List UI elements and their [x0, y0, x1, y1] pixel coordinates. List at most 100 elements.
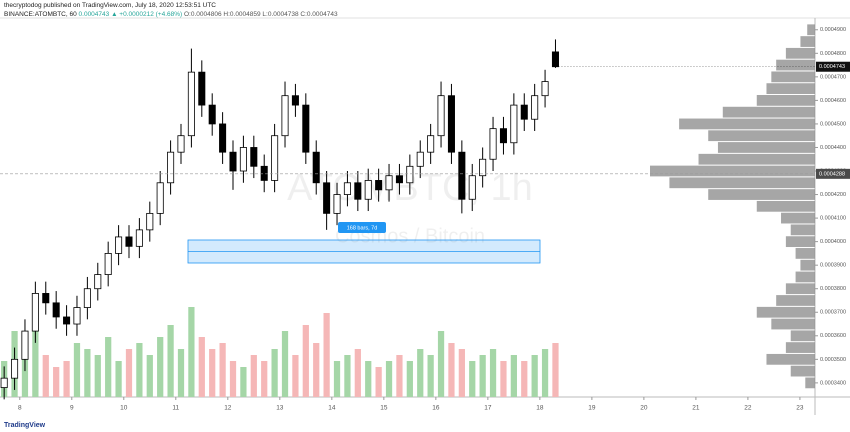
volume-bar	[240, 367, 247, 397]
y-tick-label: 0.0004700	[820, 74, 846, 80]
y-tick-label: 0.0003900	[820, 263, 846, 269]
profile-bar	[717, 142, 815, 153]
volume-bar	[21, 349, 29, 397]
volume-bar	[84, 349, 91, 397]
author-line: thecryptodog published on TradingView.co…	[4, 2, 216, 9]
volume-bar	[354, 349, 361, 397]
candle-body	[395, 175, 403, 184]
volume-bar	[94, 355, 101, 397]
volume-bar	[313, 343, 320, 397]
profile-bar	[650, 165, 815, 177]
volume-bar	[198, 337, 205, 397]
volume-bar	[53, 367, 60, 397]
y-tick-label: 0.0003500	[820, 357, 846, 363]
y-tick-label: 0.0004400	[820, 145, 846, 151]
candle-body	[312, 151, 320, 184]
x-tick-label: 21	[692, 405, 700, 412]
header: thecryptodog published on TradingView.co…	[4, 1, 338, 19]
candle-body	[468, 175, 476, 200]
profile-bar	[800, 259, 815, 271]
profile-bar	[766, 353, 815, 365]
candle-body	[416, 151, 424, 167]
candle-body	[229, 151, 237, 172]
candle-body	[385, 175, 393, 191]
volume-bar	[63, 361, 70, 397]
x-tick-label: 20	[640, 405, 648, 412]
candle-body	[281, 95, 289, 137]
volume-bar	[479, 355, 486, 397]
candle-body	[520, 104, 528, 120]
candle-body	[115, 236, 123, 254]
candle-body	[104, 253, 112, 275]
candle-body	[31, 293, 39, 332]
candle-body	[551, 51, 559, 68]
x-tick-label: 11	[172, 405, 179, 412]
y-tick-label: 0.0004200	[820, 192, 846, 198]
volume-bar	[302, 325, 309, 397]
profile-bar	[708, 189, 815, 200]
candle-body	[250, 147, 258, 167]
x-tick-label: 13	[276, 405, 284, 412]
volume-bar	[219, 343, 226, 397]
profile-bar	[785, 342, 815, 353]
volume-bar	[406, 361, 413, 397]
candle-body	[42, 293, 50, 304]
x-tick-label: 8	[18, 405, 22, 412]
volume-bar	[271, 349, 278, 397]
profile-bar	[790, 365, 815, 377]
crosshair-label: 0.0004288	[819, 171, 845, 177]
profile-bar	[795, 248, 815, 259]
profile-bar	[771, 318, 815, 330]
x-tick-label: 19	[588, 405, 596, 412]
volume-bar	[417, 349, 424, 397]
candle-body	[83, 288, 91, 308]
candle-body	[291, 95, 299, 106]
profile-bar	[800, 36, 815, 47]
profile-bar	[722, 106, 815, 118]
profile-bar	[771, 71, 815, 83]
candle-body	[63, 316, 71, 325]
profile-bar	[785, 236, 815, 248]
candle-body	[323, 182, 331, 214]
volume-bar	[209, 349, 216, 397]
symbol: BINANCE:ATOMBTC, 60	[4, 11, 77, 18]
candle-body	[135, 229, 143, 247]
volume-bar	[261, 361, 268, 397]
profile-bar	[669, 177, 815, 189]
volume-bar	[469, 361, 476, 397]
candle-body	[219, 123, 227, 153]
volume-bar	[125, 349, 133, 397]
candle-body	[239, 147, 247, 172]
volume-bar	[385, 361, 393, 397]
profile-bar	[766, 83, 815, 95]
x-tick-label: 15	[380, 405, 388, 412]
candle-body	[354, 182, 362, 200]
candle-body	[167, 151, 175, 184]
y-tick-label: 0.0004100	[820, 216, 846, 222]
candle-body	[187, 71, 195, 137]
y-tick-label: 0.0004900	[820, 27, 846, 33]
candle-body	[208, 104, 216, 125]
x-tick-label: 10	[120, 405, 128, 412]
candle-body	[21, 330, 29, 360]
candle-body	[156, 182, 164, 214]
candle-body	[447, 95, 455, 153]
volume-bar	[489, 349, 497, 397]
profile-bar	[756, 95, 815, 106]
footer: TradingView	[4, 422, 46, 429]
change: 0.0004743 ▲ +0.0000212 (+4.68%)	[78, 11, 183, 18]
volume-bar	[365, 361, 372, 397]
chart: ATOMBTC, 1h Cosmos / Bitcoin 168 bars, 7…	[0, 17, 850, 415]
volume-bar	[510, 355, 517, 397]
measure-label: 168 bars, 7d	[347, 225, 378, 231]
candle-body	[302, 104, 310, 153]
profile-bar	[756, 306, 815, 318]
candle-body	[271, 135, 279, 181]
candle-body	[406, 165, 414, 184]
volume-bar	[333, 361, 341, 397]
volume-bar	[229, 361, 237, 397]
volume-bar	[177, 349, 185, 397]
volume-bar	[437, 331, 445, 397]
volume-bar	[500, 361, 507, 397]
